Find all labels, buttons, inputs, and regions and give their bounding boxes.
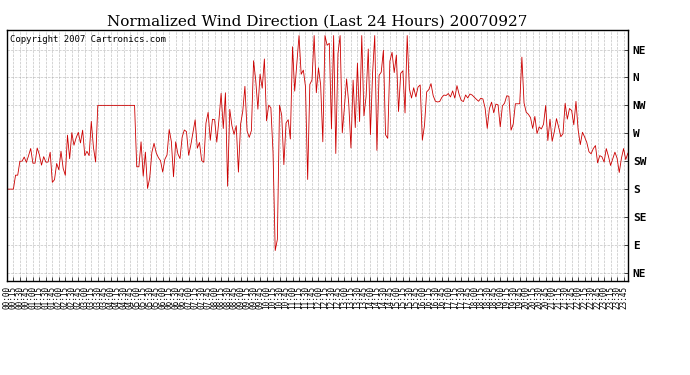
Text: Copyright 2007 Cartronics.com: Copyright 2007 Cartronics.com [10, 35, 166, 44]
Title: Normalized Wind Direction (Last 24 Hours) 20070927: Normalized Wind Direction (Last 24 Hours… [107, 15, 528, 29]
